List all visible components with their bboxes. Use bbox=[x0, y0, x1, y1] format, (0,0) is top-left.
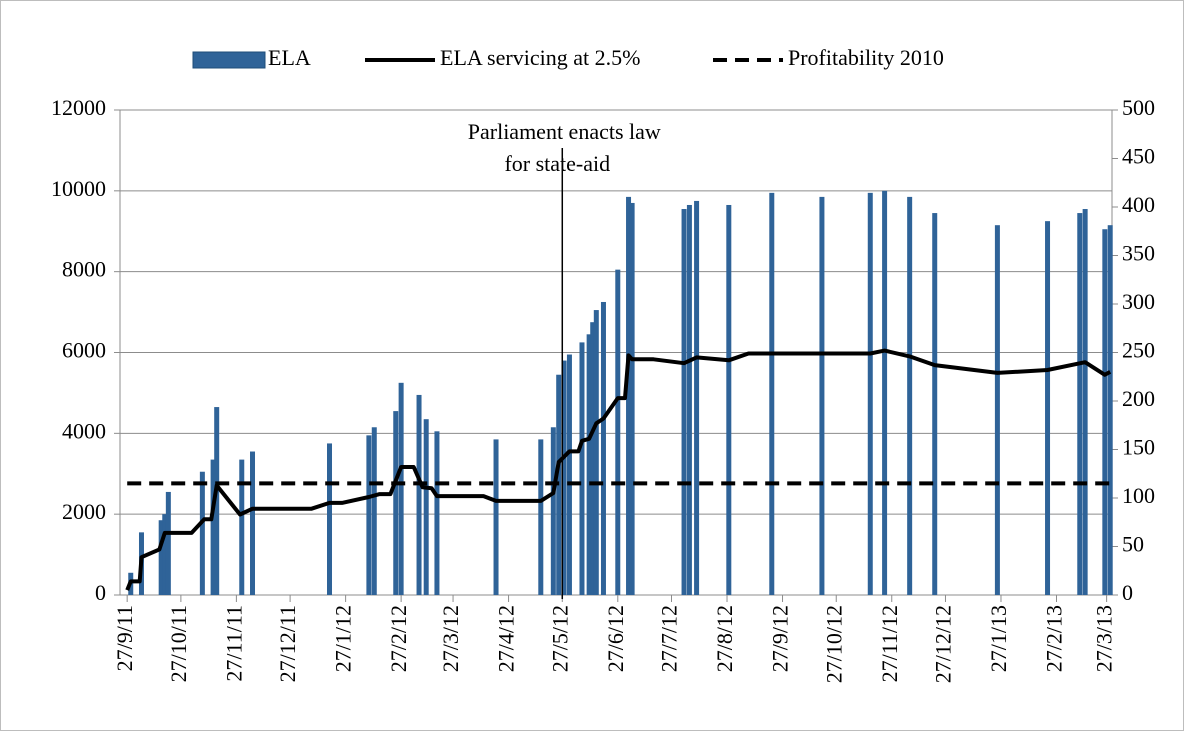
bar bbox=[550, 427, 556, 595]
bar bbox=[932, 213, 938, 595]
bar bbox=[493, 439, 499, 595]
x-tick-label: 27/3/13 bbox=[1092, 605, 1117, 672]
bar bbox=[210, 459, 216, 595]
y-tick-label: 0 bbox=[95, 580, 106, 605]
y2-tick-label: 450 bbox=[1122, 144, 1155, 169]
bar bbox=[593, 310, 599, 595]
annotation-text: Parliament enacts law bbox=[468, 119, 661, 144]
x-tick-label: 27/12/12 bbox=[931, 605, 956, 683]
bar bbox=[366, 435, 372, 595]
bar bbox=[681, 209, 687, 596]
x-tick-label: 27/1/13 bbox=[986, 605, 1011, 672]
x-tick-label: 27/10/12 bbox=[821, 605, 846, 683]
legend-label: ELA bbox=[268, 45, 311, 70]
y-tick-label: 8000 bbox=[62, 257, 106, 282]
bar bbox=[162, 514, 168, 595]
bar bbox=[769, 192, 775, 595]
x-tick-label: 27/7/12 bbox=[657, 605, 682, 672]
line bbox=[125, 348, 1112, 591]
bar bbox=[882, 190, 888, 596]
bar bbox=[423, 419, 429, 595]
y2-tick-label: 400 bbox=[1122, 192, 1155, 217]
bar bbox=[214, 407, 220, 595]
x-tick-label: 27/2/13 bbox=[1042, 605, 1067, 672]
bar bbox=[566, 354, 572, 595]
y-tick-label: 4000 bbox=[62, 418, 106, 443]
y-tick-label: 2000 bbox=[62, 499, 106, 524]
y2-tick-label: 300 bbox=[1122, 289, 1155, 314]
x-tick-label: 27/10/11 bbox=[166, 605, 191, 682]
bar bbox=[1102, 229, 1108, 595]
bar bbox=[629, 202, 635, 596]
y2-tick-label: 100 bbox=[1122, 483, 1155, 508]
bar bbox=[398, 382, 404, 595]
x-tick-label: 27/9/11 bbox=[112, 605, 137, 671]
y2-tick-label: 150 bbox=[1122, 435, 1155, 460]
bar bbox=[239, 459, 245, 595]
bar bbox=[600, 301, 606, 595]
legend-label: ELA servicing at 2.5% bbox=[440, 45, 640, 70]
bar bbox=[590, 322, 596, 595]
bar bbox=[327, 443, 333, 595]
bar bbox=[158, 520, 164, 595]
x-tick-label: 27/5/12 bbox=[547, 605, 572, 672]
bar bbox=[994, 225, 1000, 595]
bar bbox=[199, 471, 205, 595]
bar bbox=[416, 394, 422, 595]
x-tick-label: 27/11/11 bbox=[221, 605, 246, 682]
bar bbox=[393, 411, 399, 595]
x-tick-label: 27/11/12 bbox=[877, 605, 902, 682]
bar bbox=[1077, 213, 1083, 595]
x-tick-label: 27/12/11 bbox=[275, 605, 300, 682]
x-tick-label: 27/1/12 bbox=[331, 605, 356, 672]
x-tick-label: 27/4/12 bbox=[494, 605, 519, 672]
bar bbox=[867, 192, 873, 595]
bar bbox=[1045, 221, 1051, 596]
bar bbox=[819, 196, 825, 596]
bar bbox=[579, 342, 585, 595]
y-tick-label: 12000 bbox=[51, 95, 106, 120]
bar bbox=[561, 360, 567, 595]
x-tick-label: 27/6/12 bbox=[603, 605, 628, 672]
y2-tick-label: 0 bbox=[1122, 580, 1133, 605]
bar bbox=[726, 204, 732, 595]
bar bbox=[626, 196, 632, 596]
y2-tick-label: 200 bbox=[1122, 386, 1155, 411]
y2-tick-label: 50 bbox=[1122, 532, 1144, 557]
bar bbox=[434, 431, 440, 595]
x-tick-label: 27/2/12 bbox=[386, 605, 411, 672]
bar bbox=[250, 451, 256, 595]
x-tick-label: 27/8/12 bbox=[712, 605, 737, 672]
legend-swatch bbox=[192, 51, 266, 69]
x-tick-label: 27/9/12 bbox=[768, 605, 793, 672]
y2-tick-label: 350 bbox=[1122, 241, 1155, 266]
bar bbox=[1107, 225, 1113, 595]
bar bbox=[538, 439, 544, 595]
y2-tick-label: 250 bbox=[1122, 338, 1155, 363]
bar bbox=[371, 427, 377, 595]
bar bbox=[165, 491, 171, 595]
legend-label: Profitability 2010 bbox=[788, 45, 944, 70]
bar bbox=[586, 334, 592, 595]
y-tick-label: 10000 bbox=[51, 176, 106, 201]
x-tick-label: 27/3/12 bbox=[438, 605, 463, 672]
bar bbox=[1082, 209, 1088, 596]
y2-tick-label: 500 bbox=[1122, 95, 1155, 120]
bar bbox=[694, 200, 700, 595]
bar bbox=[686, 204, 692, 595]
bar bbox=[615, 269, 621, 595]
bar bbox=[907, 196, 913, 596]
y-tick-label: 6000 bbox=[62, 338, 106, 363]
annotation-text: for state-aid bbox=[504, 151, 610, 176]
